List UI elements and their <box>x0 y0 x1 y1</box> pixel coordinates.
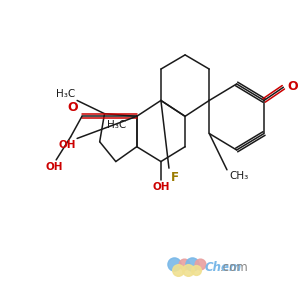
Point <box>175 268 180 273</box>
Text: O: O <box>287 80 298 93</box>
Point <box>194 268 199 273</box>
Point <box>181 261 186 266</box>
Point <box>185 268 190 273</box>
Text: OH: OH <box>153 182 170 192</box>
Text: H₃C: H₃C <box>107 120 127 130</box>
Text: Chem: Chem <box>204 261 242 274</box>
Point <box>190 261 195 266</box>
Text: H₃C: H₃C <box>56 89 76 99</box>
Text: O: O <box>67 101 78 114</box>
Text: CH₃: CH₃ <box>229 171 248 181</box>
Point <box>172 261 176 266</box>
Text: OH: OH <box>58 140 76 150</box>
Point <box>198 261 203 266</box>
Text: F: F <box>170 170 178 184</box>
Text: .com: .com <box>220 261 248 274</box>
Text: OH: OH <box>46 162 64 172</box>
